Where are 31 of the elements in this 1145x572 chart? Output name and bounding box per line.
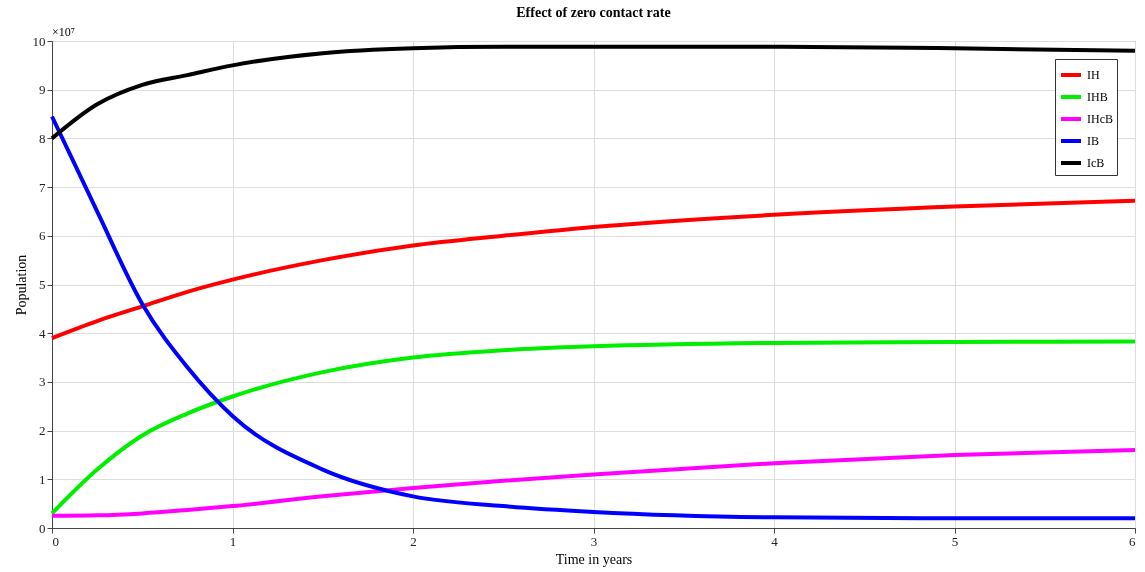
y-tick-label: 9: [39, 82, 46, 98]
y-tick-label: 2: [39, 423, 46, 439]
x-tick-label: 1: [229, 533, 237, 549]
x-tick-label: 2: [410, 533, 417, 549]
x-tick-label: 3: [590, 533, 598, 549]
legend-label: IB: [1087, 134, 1099, 148]
x-tick-label: 4: [771, 533, 779, 549]
y-tick-label: 3: [39, 374, 46, 390]
y-axis-title: Population: [13, 254, 29, 316]
text: ×10⁷: [52, 25, 75, 39]
line-series: [50, 339, 1137, 516]
y-tick-label: 0: [39, 520, 46, 536]
line-series: [50, 448, 1137, 518]
x-axis-title: Time in years: [555, 551, 633, 567]
x-tick-label: 0: [52, 533, 59, 549]
legend-label: IH: [1087, 68, 1100, 82]
legend-label: IHB: [1087, 90, 1108, 104]
line-series: [50, 114, 1137, 521]
x-tick-label: 5: [951, 533, 959, 549]
y-tick-label: 7: [39, 179, 46, 195]
legend-label: IHcB: [1087, 112, 1113, 126]
y-tick-label: 8: [39, 130, 46, 146]
legend-label: IcB: [1087, 156, 1105, 170]
y-tick-label: 4: [39, 325, 46, 341]
y-tick-label: 10: [32, 33, 46, 49]
chart-title: Effect of zero contact rate: [516, 5, 671, 20]
x-tick-label: 6: [1129, 533, 1136, 549]
y-tick-label: 5: [39, 277, 46, 292]
line-series: [50, 198, 1137, 341]
y-tick-label: 1: [39, 471, 46, 487]
y-tick-label: 6: [39, 228, 46, 244]
